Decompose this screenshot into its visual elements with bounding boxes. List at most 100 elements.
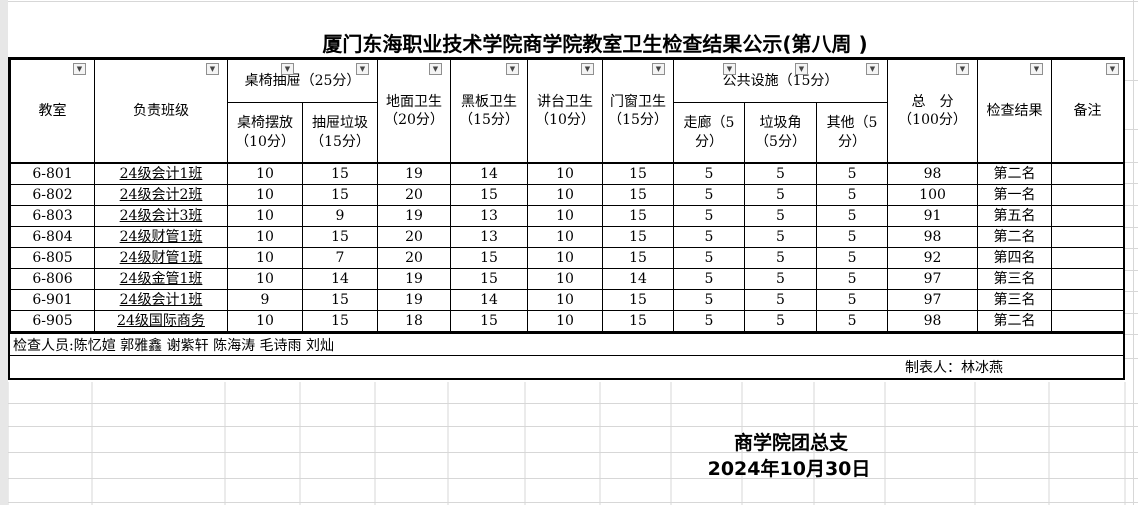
- cell-room[interactable]: 6-804: [10, 226, 95, 248]
- cell-window[interactable]: 15: [602, 226, 675, 248]
- col-header-room[interactable]: 教室: [10, 59, 95, 164]
- cell-trash[interactable]: 5: [744, 310, 818, 332]
- cell-note[interactable]: [1051, 289, 1125, 311]
- cell-drawer[interactable]: 15: [301, 226, 379, 248]
- cell-corridor[interactable]: 5: [673, 247, 746, 269]
- cell-drawer[interactable]: 14: [301, 268, 379, 290]
- cell-result[interactable]: 第二名: [977, 226, 1053, 248]
- cell-desk[interactable]: 10: [227, 247, 303, 269]
- inspectors-row[interactable]: 检查人员:陈忆媗 郭雅鑫 谢紫轩 陈海涛 毛诗雨 刘灿: [10, 332, 1123, 355]
- cell-corridor[interactable]: 5: [673, 310, 746, 332]
- cell-corridor[interactable]: 5: [673, 184, 746, 206]
- col-header-other[interactable]: 其他（5 分）: [816, 102, 889, 164]
- cell-other[interactable]: 5: [816, 184, 889, 206]
- col-header-class[interactable]: 负责班级: [94, 59, 228, 164]
- cell-result[interactable]: 第一名: [977, 184, 1053, 206]
- cell-drawer[interactable]: 15: [301, 289, 379, 311]
- filter-button-drawer[interactable]: ▼: [356, 63, 369, 75]
- cell-total[interactable]: 98: [887, 226, 979, 248]
- col-header-note[interactable]: 备注: [1051, 59, 1125, 164]
- col-header-floor[interactable]: 地面卫生 （20分）: [377, 59, 452, 164]
- cell-result[interactable]: 第二名: [977, 310, 1053, 332]
- cell-floor[interactable]: 18: [377, 310, 452, 332]
- cell-podium[interactable]: 10: [527, 247, 604, 269]
- cell-note[interactable]: [1051, 162, 1125, 185]
- cell-total[interactable]: 91: [887, 205, 979, 227]
- cell-podium[interactable]: 10: [527, 310, 604, 332]
- cell-board[interactable]: 14: [450, 162, 529, 185]
- cell-total[interactable]: 98: [887, 310, 979, 332]
- col-group-public-facilities[interactable]: 公共设施（15分）: [673, 59, 889, 103]
- filter-button-board[interactable]: ▼: [506, 63, 519, 75]
- cell-podium[interactable]: 10: [527, 226, 604, 248]
- cell-other[interactable]: 5: [816, 205, 889, 227]
- cell-room[interactable]: 6-806: [10, 268, 95, 290]
- cell-floor[interactable]: 20: [377, 247, 452, 269]
- cell-floor[interactable]: 19: [377, 162, 452, 185]
- cell-corridor[interactable]: 5: [673, 226, 746, 248]
- cell-desk[interactable]: 10: [227, 205, 303, 227]
- cell-window[interactable]: 15: [602, 310, 675, 332]
- cell-room[interactable]: 6-801: [10, 162, 95, 185]
- cell-board[interactable]: 14: [450, 289, 529, 311]
- cell-desk[interactable]: 10: [227, 162, 303, 185]
- col-header-result[interactable]: 检查结果: [977, 59, 1053, 164]
- cell-class[interactable]: 24级财管1班: [94, 247, 228, 269]
- cell-board[interactable]: 15: [450, 310, 529, 332]
- cell-class[interactable]: 24级财管1班: [94, 226, 228, 248]
- cell-class[interactable]: 24级会计1班: [94, 162, 228, 185]
- cell-window[interactable]: 15: [602, 289, 675, 311]
- cell-podium[interactable]: 10: [527, 184, 604, 206]
- cell-room[interactable]: 6-803: [10, 205, 95, 227]
- cell-trash[interactable]: 5: [744, 184, 818, 206]
- cell-trash[interactable]: 5: [744, 289, 818, 311]
- filter-button-floor[interactable]: ▼: [429, 63, 442, 75]
- cell-other[interactable]: 5: [816, 162, 889, 185]
- cell-trash[interactable]: 5: [744, 162, 818, 185]
- cell-room[interactable]: 6-901: [10, 289, 95, 311]
- cell-trash[interactable]: 5: [744, 268, 818, 290]
- cell-corridor[interactable]: 5: [673, 289, 746, 311]
- cell-floor[interactable]: 19: [377, 268, 452, 290]
- cell-class[interactable]: 24级会计2班: [94, 184, 228, 206]
- cell-room[interactable]: 6-805: [10, 247, 95, 269]
- cell-desk[interactable]: 10: [227, 226, 303, 248]
- cell-drawer[interactable]: 15: [301, 162, 379, 185]
- cell-note[interactable]: [1051, 268, 1125, 290]
- filter-button-result[interactable]: ▼: [1030, 63, 1043, 75]
- cell-total[interactable]: 100: [887, 184, 979, 206]
- cell-desk[interactable]: 10: [227, 310, 303, 332]
- filter-button-podium[interactable]: ▼: [581, 63, 594, 75]
- cell-note[interactable]: [1051, 247, 1125, 269]
- cell-class[interactable]: 24级国际商务: [94, 310, 228, 332]
- cell-floor[interactable]: 20: [377, 184, 452, 206]
- cell-class[interactable]: 24级金管1班: [94, 268, 228, 290]
- cell-trash[interactable]: 5: [744, 205, 818, 227]
- cell-board[interactable]: 15: [450, 268, 529, 290]
- cell-drawer[interactable]: 15: [301, 310, 379, 332]
- cell-result[interactable]: 第二名: [977, 162, 1053, 185]
- col-header-podium[interactable]: 讲台卫生 （10分）: [527, 59, 604, 164]
- cell-result[interactable]: 第三名: [977, 268, 1053, 290]
- cell-drawer[interactable]: 7: [301, 247, 379, 269]
- filter-button-desk[interactable]: ▼: [281, 63, 294, 75]
- cell-podium[interactable]: 10: [527, 268, 604, 290]
- cell-podium[interactable]: 10: [527, 162, 604, 185]
- cell-note[interactable]: [1051, 310, 1125, 332]
- cell-board[interactable]: 15: [450, 247, 529, 269]
- filter-button-total[interactable]: ▼: [956, 63, 969, 75]
- cell-result[interactable]: 第四名: [977, 247, 1053, 269]
- cell-corridor[interactable]: 5: [673, 268, 746, 290]
- cell-class[interactable]: 24级会计1班: [94, 289, 228, 311]
- tabulator-row[interactable]: 制表人：林冰燕: [10, 355, 1123, 378]
- col-header-drawer[interactable]: 抽屉垃圾 （15分）: [301, 102, 379, 164]
- cell-total[interactable]: 98: [887, 162, 979, 185]
- cell-window[interactable]: 15: [602, 205, 675, 227]
- cell-floor[interactable]: 19: [377, 289, 452, 311]
- cell-window[interactable]: 14: [602, 268, 675, 290]
- cell-window[interactable]: 15: [602, 184, 675, 206]
- filter-button-room[interactable]: ▼: [73, 63, 86, 75]
- cell-drawer[interactable]: 9: [301, 205, 379, 227]
- cell-podium[interactable]: 10: [527, 205, 604, 227]
- cell-result[interactable]: 第三名: [977, 289, 1053, 311]
